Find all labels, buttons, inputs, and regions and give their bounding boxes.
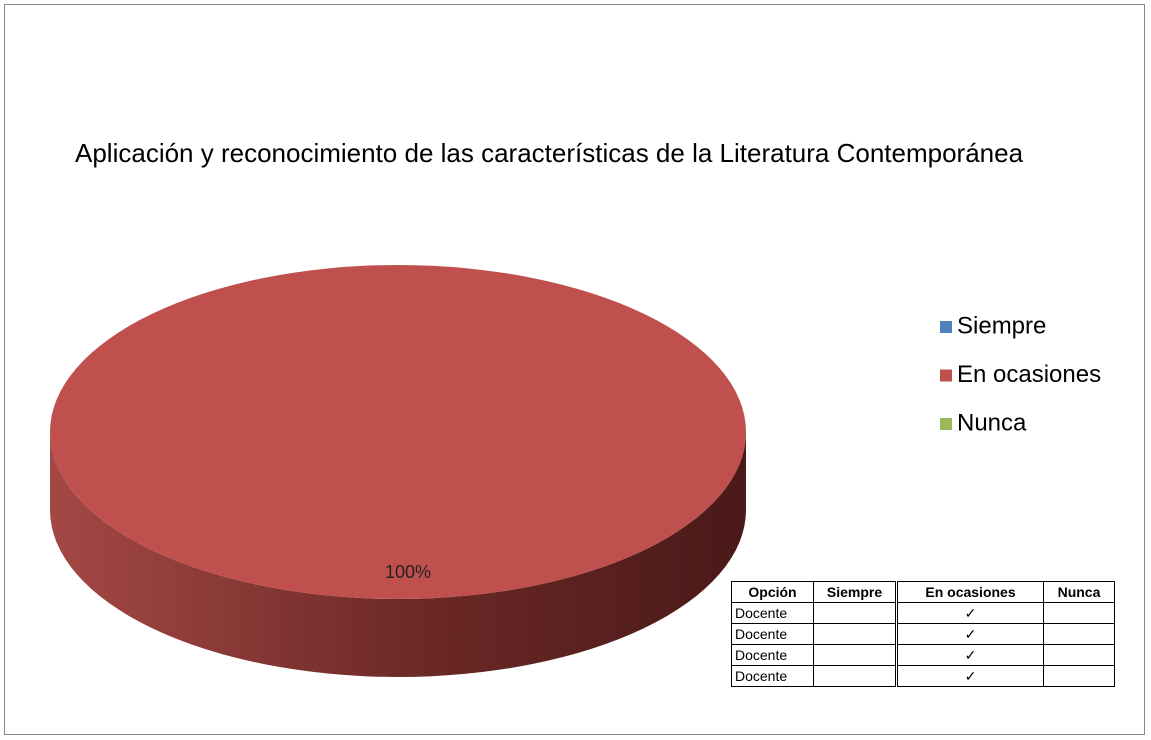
table-cell: Docente <box>731 644 814 666</box>
pie-side <box>50 432 746 677</box>
table-cell: ✓ <box>895 665 1044 687</box>
data-label: 100% <box>385 562 431 582</box>
table-cell <box>1043 644 1115 666</box>
table-cell <box>813 623 897 645</box>
table-cell: Docente <box>731 623 814 645</box>
data-table: Opción Siempre En ocasiones Nunca Docente ✓ D… <box>731 581 1115 687</box>
table-cell <box>1043 623 1115 645</box>
table-cell: ✓ <box>895 602 1044 624</box>
table-row: Docente ✓ <box>731 602 1115 624</box>
legend-label: Siempre <box>957 312 1046 339</box>
legend-swatch <box>940 321 952 333</box>
table-header-cell: En ocasiones <box>895 581 1044 603</box>
legend-swatch <box>940 369 952 382</box>
table-row: Docente ✓ <box>731 623 1115 645</box>
table-cell <box>1043 665 1115 687</box>
chart-title: Aplicación y reconocimiento de las carac… <box>75 138 1024 168</box>
table-cell <box>813 644 897 666</box>
chart-frame <box>4 4 1145 735</box>
table-row: Docente ✓ <box>731 665 1115 687</box>
pie-slice <box>50 265 746 599</box>
table-cell: Docente <box>731 602 814 624</box>
table-cell: ✓ <box>895 644 1044 666</box>
legend-label: En ocasiones <box>957 361 1101 388</box>
legend-label: Nunca <box>957 409 1027 436</box>
table-header-cell: Siempre <box>813 581 897 603</box>
table-cell <box>813 602 897 624</box>
table-header-cell: Nunca <box>1043 581 1115 603</box>
table-header-cell: Opción <box>731 581 814 603</box>
table-cell <box>1043 602 1115 624</box>
table-row: Docente ✓ <box>731 644 1115 666</box>
table-cell: ✓ <box>895 623 1044 645</box>
table-cell <box>813 665 897 687</box>
legend-swatch <box>940 418 952 430</box>
table-cell: Docente <box>731 665 814 687</box>
